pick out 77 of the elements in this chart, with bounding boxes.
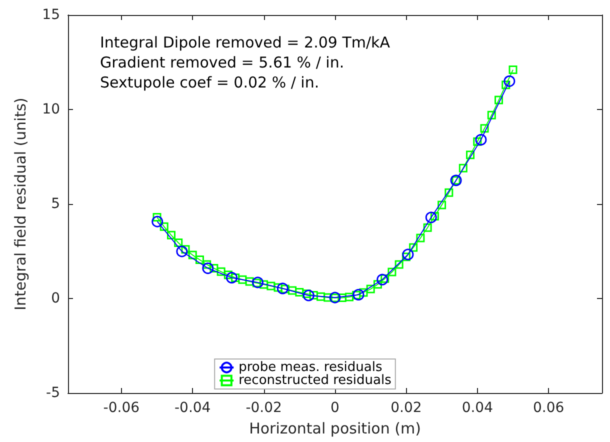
point bbox=[494, 96, 504, 104]
point bbox=[152, 216, 164, 228]
point bbox=[216, 267, 226, 276]
point bbox=[344, 292, 354, 302]
y-tick-label: -5 bbox=[46, 385, 60, 401]
y-tick-label: 0 bbox=[51, 290, 60, 306]
point bbox=[210, 264, 218, 273]
point bbox=[423, 223, 432, 232]
point bbox=[295, 288, 304, 297]
x-tick-label: 0.04 bbox=[462, 400, 494, 416]
point bbox=[202, 262, 214, 274]
y-tick-label: 15 bbox=[42, 7, 60, 23]
y-tick-label: 5 bbox=[51, 196, 60, 212]
point bbox=[252, 276, 264, 288]
point bbox=[504, 75, 516, 87]
point bbox=[508, 66, 518, 74]
point bbox=[416, 234, 425, 242]
point bbox=[380, 274, 390, 283]
point bbox=[444, 188, 454, 197]
y-axis-title: Integral field residual (units) bbox=[12, 98, 30, 310]
point bbox=[359, 288, 368, 297]
point bbox=[274, 283, 282, 292]
point bbox=[231, 273, 240, 282]
point bbox=[438, 200, 446, 210]
point bbox=[388, 268, 396, 276]
point bbox=[473, 137, 482, 146]
point bbox=[394, 260, 404, 269]
annotation: Sextupole coef = 0.02 % / in. bbox=[100, 74, 320, 92]
point bbox=[480, 124, 489, 133]
point bbox=[166, 230, 176, 240]
point bbox=[238, 275, 247, 284]
annotation: Integral Dipole removed = 2.09 Tm/kA bbox=[100, 34, 391, 52]
point bbox=[188, 250, 197, 260]
x-tick-label: -0.04 bbox=[174, 400, 211, 416]
x-tick-label: 0.06 bbox=[533, 400, 564, 416]
point bbox=[402, 248, 414, 260]
legend-label: reconstructed residuals bbox=[238, 373, 392, 388]
point bbox=[302, 290, 314, 302]
point bbox=[475, 134, 487, 146]
point bbox=[176, 246, 188, 258]
point bbox=[152, 212, 162, 222]
point bbox=[487, 110, 496, 120]
point bbox=[252, 278, 261, 288]
annotation: Gradient removed = 5.61 % / in. bbox=[100, 54, 344, 72]
point bbox=[226, 272, 238, 284]
x-tick-label: 0.02 bbox=[390, 400, 422, 416]
point bbox=[458, 164, 468, 172]
point bbox=[430, 212, 439, 221]
x-tick-label: -0.06 bbox=[103, 400, 140, 416]
point bbox=[245, 277, 254, 286]
x-tick-label: -0.02 bbox=[246, 400, 282, 416]
point bbox=[376, 274, 388, 286]
point bbox=[224, 270, 232, 280]
point bbox=[160, 222, 168, 231]
point bbox=[466, 150, 475, 160]
point bbox=[409, 243, 418, 252]
point bbox=[402, 252, 410, 262]
x-tick-label: 0 bbox=[330, 400, 340, 416]
point bbox=[316, 292, 326, 301]
point bbox=[276, 282, 288, 294]
legend-label: probe meas. residuals bbox=[238, 360, 382, 375]
point bbox=[324, 293, 332, 302]
point bbox=[174, 238, 183, 247]
point bbox=[352, 288, 364, 300]
point bbox=[202, 260, 212, 269]
point bbox=[266, 282, 276, 290]
point bbox=[280, 284, 290, 294]
y-tick-label: 10 bbox=[42, 102, 60, 118]
point bbox=[373, 280, 382, 289]
point bbox=[502, 80, 510, 90]
point bbox=[260, 280, 268, 289]
point bbox=[288, 286, 297, 295]
point bbox=[425, 212, 437, 224]
point bbox=[195, 256, 204, 264]
x-axis-title: Horizontal position (m) bbox=[249, 420, 421, 438]
point bbox=[366, 284, 375, 294]
point bbox=[181, 245, 190, 254]
